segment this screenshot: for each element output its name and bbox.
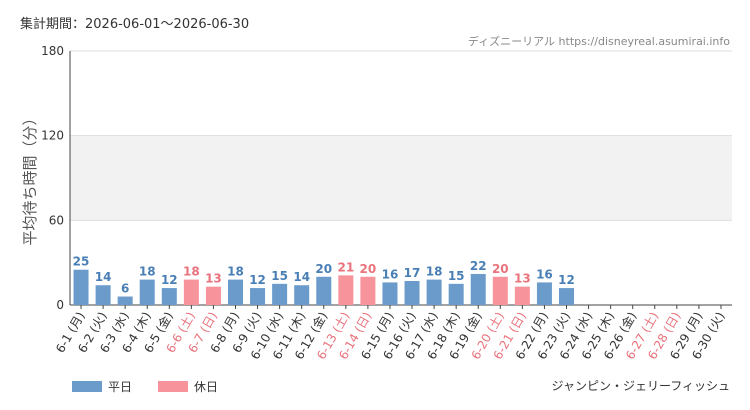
y-tick-label: 0 bbox=[56, 298, 64, 312]
bar bbox=[559, 288, 574, 305]
bar bbox=[294, 285, 310, 305]
bar bbox=[183, 279, 199, 305]
bar bbox=[316, 276, 332, 305]
data-label: 13 bbox=[514, 272, 531, 286]
legend-swatch-weekday bbox=[72, 381, 102, 392]
data-label: 12 bbox=[249, 273, 266, 287]
data-label: 6 bbox=[121, 282, 129, 296]
legend-label-weekday: 平日 bbox=[108, 380, 133, 394]
data-label: 12 bbox=[558, 273, 575, 287]
data-label: 14 bbox=[293, 270, 310, 284]
data-label: 16 bbox=[536, 267, 553, 281]
bar bbox=[272, 283, 288, 305]
data-label: 18 bbox=[139, 265, 156, 279]
background-band bbox=[70, 135, 732, 221]
data-label: 25 bbox=[73, 255, 90, 269]
y-axis-label: 平均待ち時間（分） bbox=[21, 110, 39, 245]
data-label: 20 bbox=[492, 262, 509, 276]
data-label: 16 bbox=[382, 267, 399, 281]
bar bbox=[448, 283, 464, 305]
data-label: 15 bbox=[448, 269, 465, 283]
y-tick-label: 180 bbox=[41, 44, 64, 58]
data-label: 17 bbox=[404, 266, 421, 280]
data-label: 12 bbox=[161, 273, 178, 287]
legend-swatch-holiday bbox=[158, 381, 189, 392]
collection-period: 集計期間：2026-06-01～2026-06-30 bbox=[20, 17, 250, 32]
legend: 平日 休日 bbox=[72, 378, 244, 395]
bar bbox=[514, 286, 530, 305]
bar bbox=[228, 279, 243, 305]
bar bbox=[73, 269, 89, 305]
bar bbox=[250, 288, 266, 305]
bar bbox=[470, 273, 486, 305]
bar bbox=[404, 281, 420, 305]
bar bbox=[536, 282, 552, 305]
y-tick-label: 60 bbox=[49, 213, 64, 227]
bar bbox=[360, 276, 376, 305]
bar bbox=[161, 288, 177, 305]
data-label: 14 bbox=[95, 270, 112, 284]
data-label: 15 bbox=[271, 269, 288, 283]
data-label: 21 bbox=[337, 260, 354, 274]
bar bbox=[117, 296, 133, 305]
bar bbox=[426, 279, 442, 305]
legend-item-weekday: 平日 bbox=[72, 378, 132, 395]
bar bbox=[382, 282, 398, 305]
bar bbox=[338, 275, 354, 305]
data-label: 20 bbox=[315, 262, 332, 276]
data-label: 18 bbox=[426, 265, 443, 279]
bar bbox=[205, 286, 221, 305]
data-label: 20 bbox=[360, 262, 377, 276]
y-tick-label: 120 bbox=[41, 129, 64, 143]
data-label: 18 bbox=[183, 265, 200, 279]
legend-item-holiday: 休日 bbox=[158, 378, 218, 395]
bar bbox=[95, 285, 111, 305]
data-label: 18 bbox=[227, 265, 244, 279]
legend-label-holiday: 休日 bbox=[194, 380, 219, 394]
source-credit: ディズニーリアル https://disneyreal.asumirai.inf… bbox=[467, 35, 730, 48]
attraction-name: ジャンピン・ジェリーフィッシュ bbox=[551, 379, 730, 393]
data-label: 13 bbox=[205, 272, 222, 286]
bar bbox=[492, 276, 508, 305]
data-label: 22 bbox=[470, 259, 487, 273]
bar bbox=[139, 279, 155, 305]
